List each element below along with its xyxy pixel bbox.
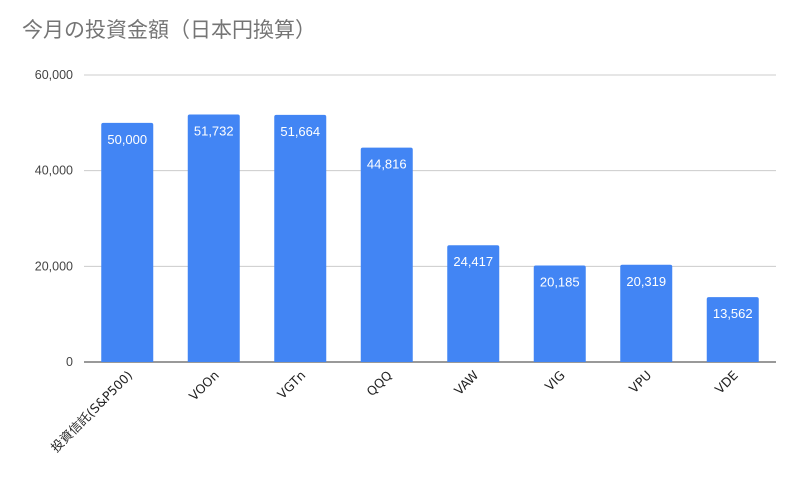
bar-1	[187, 114, 240, 362]
category-label: VDE	[712, 367, 741, 396]
category-label: 投資信託(S&P500)	[48, 368, 136, 456]
data-label: 51,664	[280, 124, 320, 139]
data-label: 20,185	[540, 274, 580, 289]
y-tick-label: 60,000	[35, 68, 73, 82]
bar-5	[533, 265, 586, 362]
y-tick-label: 40,000	[35, 164, 73, 178]
bar-4	[447, 245, 500, 362]
bar-2	[274, 114, 327, 362]
category-label: VAW	[451, 368, 481, 398]
bar-0	[101, 122, 154, 362]
data-label: 13,562	[713, 306, 753, 321]
bar-7	[706, 297, 759, 362]
data-labels: 50,000 51,732 51,664 44,816 24,417 20,185 20,3…	[107, 124, 752, 322]
data-label: 50,000	[107, 132, 147, 147]
category-labels: 投資信託(S&P500) VOOn VGTn QQQ VAW VIG VPU VDE	[48, 367, 741, 455]
category-label: VOOn	[186, 368, 222, 404]
bar-3	[360, 147, 413, 362]
y-axis-ticks: 0 20,000 40,000 60,000	[35, 68, 73, 369]
y-tick-label: 0	[66, 355, 73, 369]
category-label: VGTn	[274, 368, 308, 402]
data-label: 44,816	[367, 157, 407, 172]
chart-title: 今月の投資金額（日本円換算）	[22, 18, 316, 42]
category-label: VIG	[542, 368, 568, 394]
bar-6	[620, 264, 673, 362]
data-label: 51,732	[194, 124, 234, 139]
bars	[101, 114, 759, 362]
y-tick-label: 20,000	[35, 259, 73, 273]
category-label: QQQ	[363, 367, 395, 399]
data-label: 24,417	[453, 254, 493, 269]
category-label: VPU	[626, 368, 654, 396]
data-label: 20,319	[626, 274, 666, 289]
